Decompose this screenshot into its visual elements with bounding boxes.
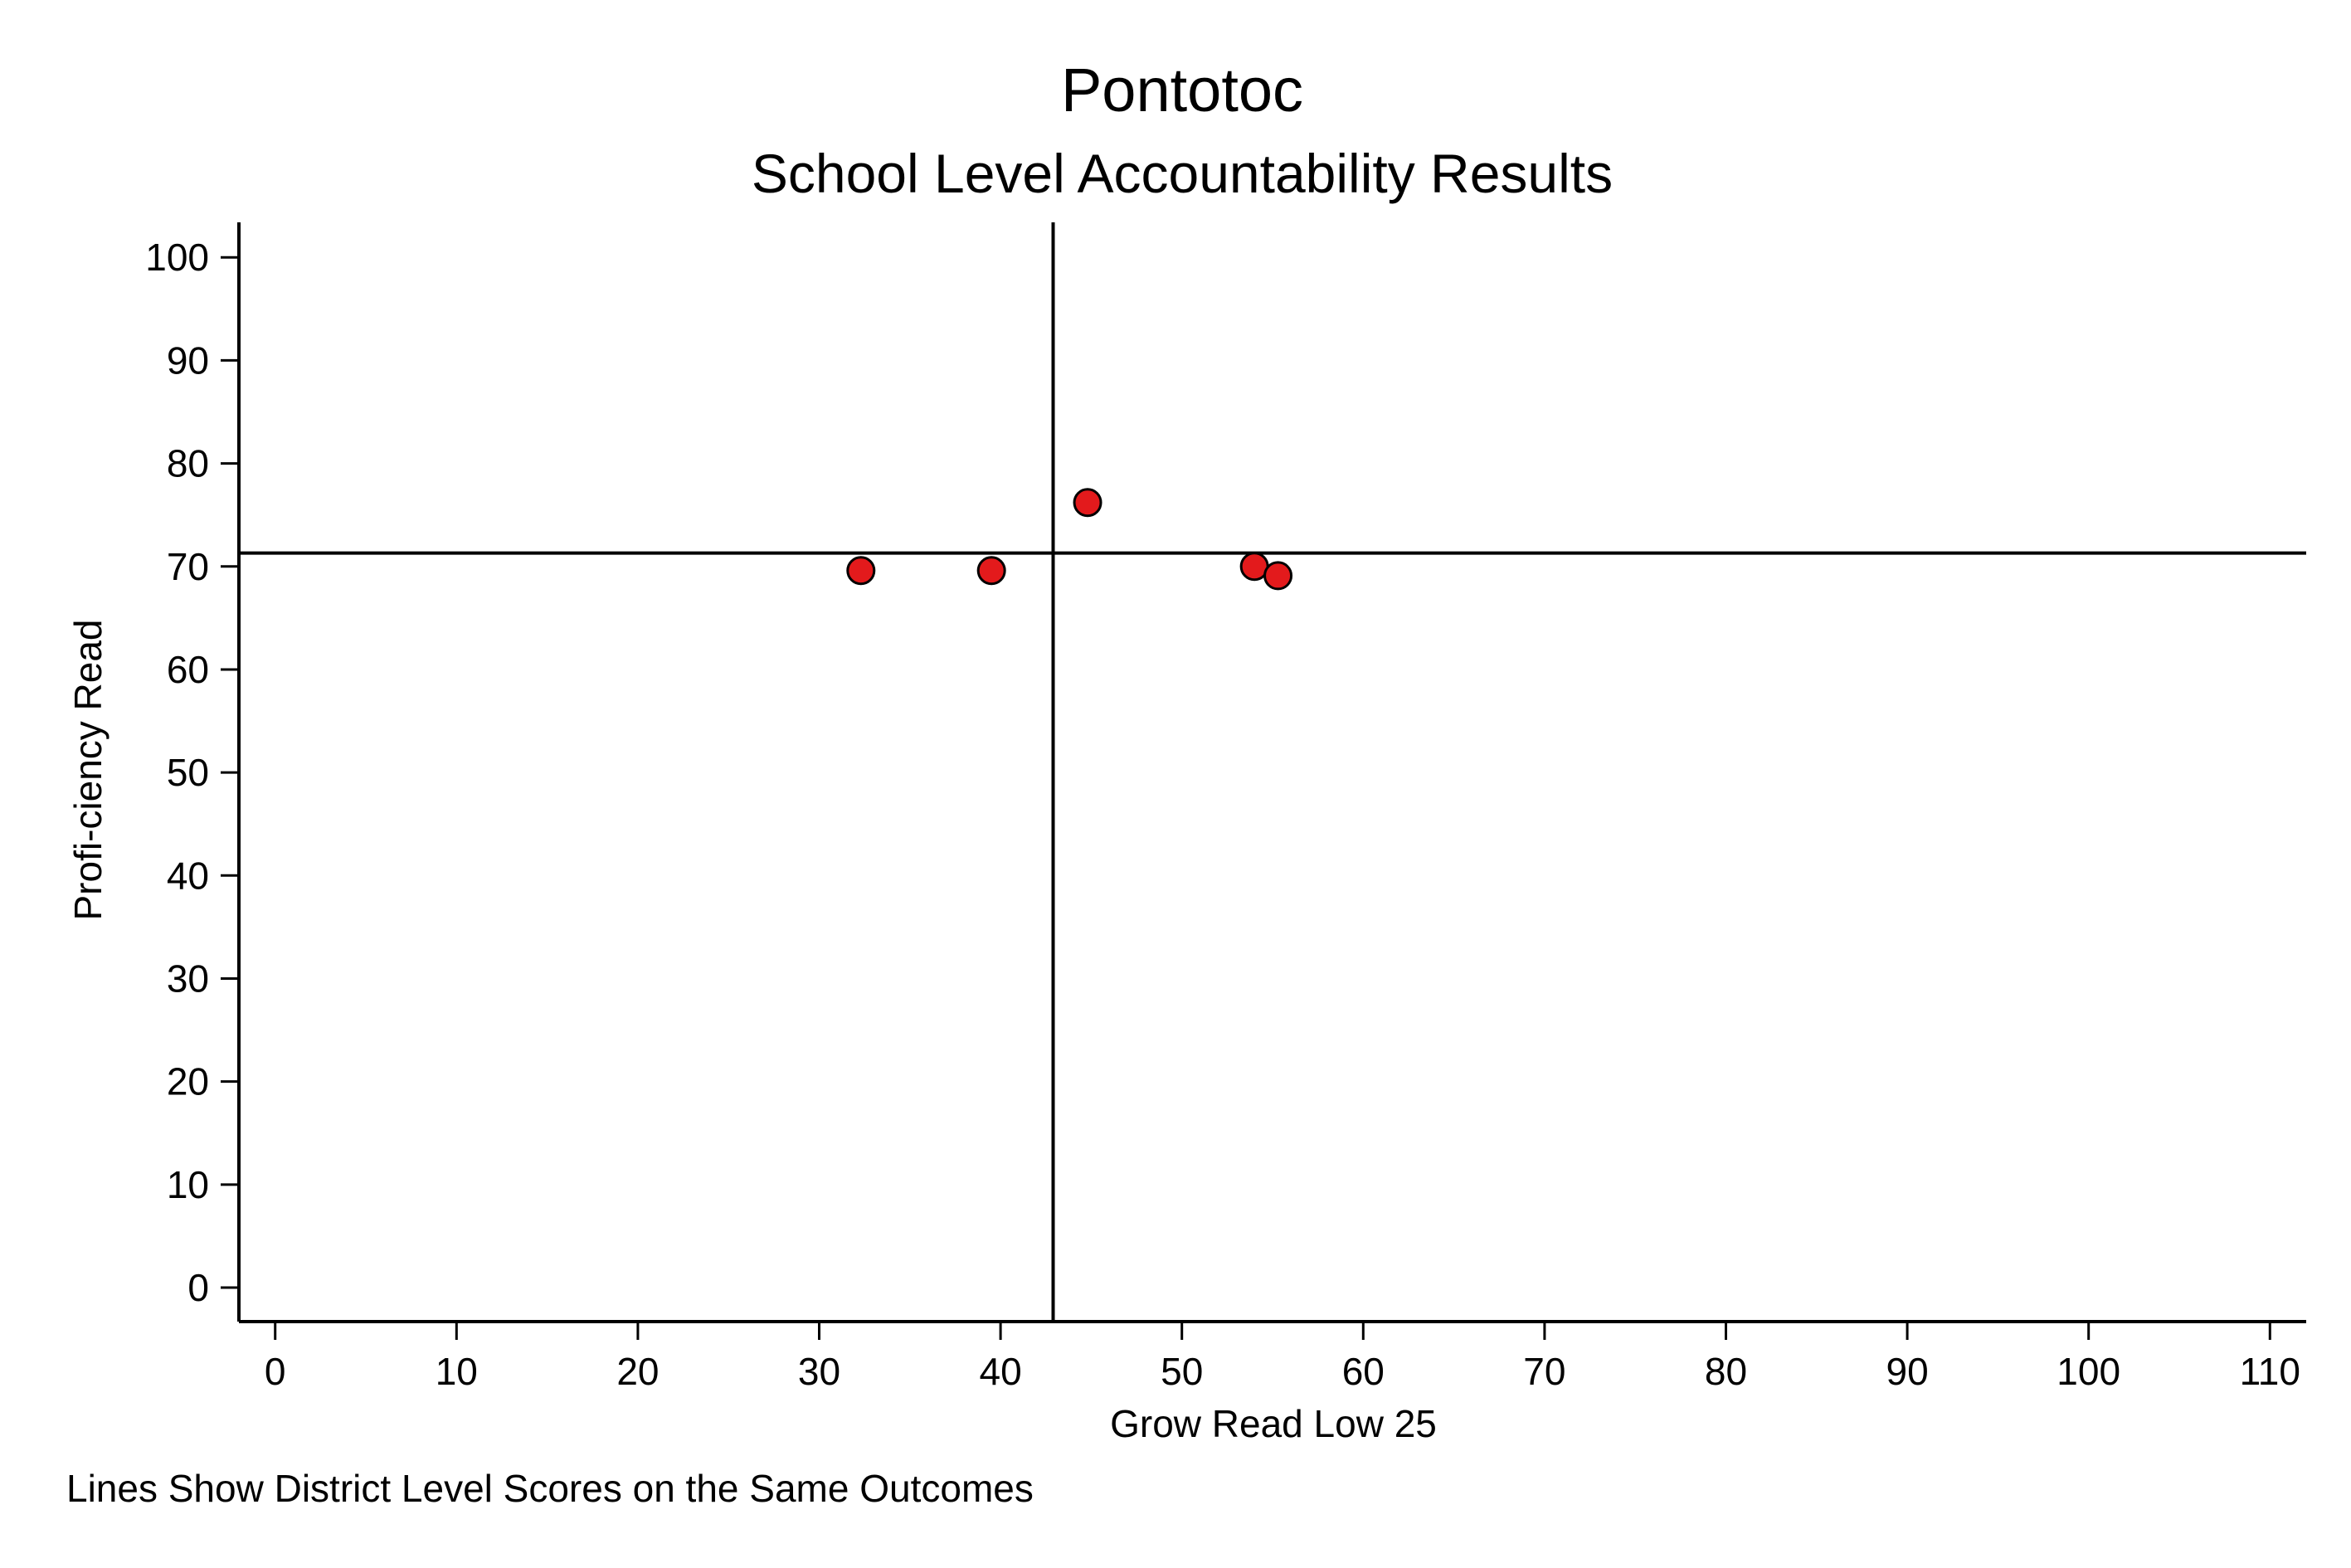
x-axis-label: Grow Read Low 25 bbox=[1110, 1402, 1437, 1445]
y-tick-label: 80 bbox=[167, 442, 209, 485]
y-tick-label: 90 bbox=[167, 338, 209, 382]
x-axis-ticks: 0 10 20 30 40 50 60 70 80 90 100 110 bbox=[265, 1322, 2300, 1393]
x-tick-label: 30 bbox=[798, 1350, 840, 1393]
x-tick-label: 80 bbox=[1705, 1350, 1747, 1393]
y-tick-label: 60 bbox=[167, 648, 209, 691]
x-tick-label: 70 bbox=[1523, 1350, 1565, 1393]
y-tick-label: 30 bbox=[167, 957, 209, 1000]
axes bbox=[237, 222, 2306, 1323]
data-point bbox=[1073, 488, 1102, 518]
y-tick-label: 20 bbox=[167, 1060, 209, 1103]
y-tick-label: 50 bbox=[167, 751, 209, 794]
x-tick-label: 50 bbox=[1161, 1350, 1203, 1393]
y-axis-label: Profi-ciency Read bbox=[66, 619, 110, 920]
x-tick-label: 90 bbox=[1886, 1350, 1929, 1393]
chart-title: Pontotoc bbox=[1061, 56, 1303, 124]
x-tick-label: 10 bbox=[436, 1350, 478, 1393]
x-tick-label: 20 bbox=[616, 1350, 659, 1393]
chart-subtitle: School Level Accountability Results bbox=[752, 143, 1613, 204]
data-point bbox=[1263, 561, 1293, 591]
x-tick-label: 110 bbox=[2240, 1350, 2300, 1393]
x-tick-label: 0 bbox=[265, 1350, 286, 1393]
chart-note: Lines Show District Level Scores on the … bbox=[66, 1467, 1034, 1510]
data-points bbox=[846, 488, 1293, 591]
x-tick-label: 40 bbox=[980, 1350, 1022, 1393]
y-tick-label: 0 bbox=[187, 1266, 209, 1309]
y-axis-ticks: 0 10 20 30 40 50 60 70 80 90 100 bbox=[145, 236, 239, 1309]
reference-lines bbox=[239, 222, 2306, 1322]
y-tick-label: 100 bbox=[145, 236, 209, 279]
data-point bbox=[846, 556, 876, 586]
y-tick-label: 70 bbox=[167, 545, 209, 588]
y-tick-label: 40 bbox=[167, 854, 209, 897]
y-tick-label: 10 bbox=[167, 1163, 209, 1206]
x-tick-label: 100 bbox=[2057, 1350, 2120, 1393]
data-point bbox=[976, 556, 1006, 586]
x-tick-label: 60 bbox=[1342, 1350, 1385, 1393]
